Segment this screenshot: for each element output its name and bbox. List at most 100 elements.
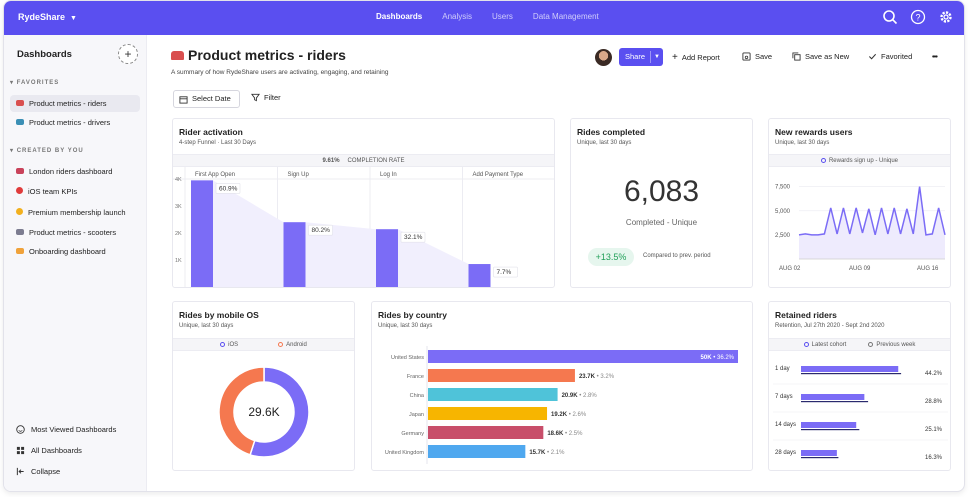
search-icon[interactable] xyxy=(882,9,898,25)
funnel-percent-label: 80.2% xyxy=(312,227,331,234)
latest-cohort-bar xyxy=(801,422,857,428)
country-value: 50K xyxy=(701,355,713,361)
funnel-percent-label: 60.9% xyxy=(219,185,238,192)
select-date-button[interactable]: Select Date xyxy=(173,90,240,108)
grid-icon xyxy=(16,446,25,455)
retention-period-label: 7 days xyxy=(775,394,793,400)
legend-dot-icon xyxy=(820,157,826,163)
card-rides-by-os[interactable]: Rides by mobile OS Unique, last 30 days … xyxy=(172,301,355,471)
legend-item-ios[interactable]: iOS xyxy=(220,341,238,348)
card-rides-by-country[interactable]: Rides by country Unique, last 30 days Un… xyxy=(371,301,753,471)
avatar[interactable] xyxy=(595,49,612,66)
y-tick-label: 1K xyxy=(175,258,182,264)
sidebar: Dashboards + ▾ FAVORITES Product metrics… xyxy=(4,35,147,491)
settings-icon[interactable] xyxy=(938,9,954,25)
sidebar-title: Dashboards xyxy=(17,49,72,60)
sidebar-item-ios[interactable]: iOS team KPIs xyxy=(10,183,140,200)
legend-item-latest[interactable]: Latest cohort xyxy=(803,341,846,348)
country-label: Japan xyxy=(409,412,424,418)
nav-users[interactable]: Users xyxy=(492,12,513,21)
chart-legend: iOS Android xyxy=(173,338,354,351)
save-as-new-button[interactable]: Save as New xyxy=(792,52,849,61)
scooter-icon xyxy=(16,229,24,235)
series-line xyxy=(798,186,946,236)
smiley-icon xyxy=(16,208,23,215)
country-bar xyxy=(428,445,526,458)
country-value: 15.7K xyxy=(529,450,546,456)
favorites-section-label: ▾ FAVORITES xyxy=(10,80,60,86)
nav-dashboards[interactable]: Dashboards xyxy=(376,12,423,21)
country-value-label: 50K • 36.2% xyxy=(701,355,735,361)
help-icon[interactable]: ? xyxy=(910,9,926,25)
collapse-link[interactable]: Collapse xyxy=(16,467,60,476)
country-label: United Kingdom xyxy=(385,450,425,456)
country-bar xyxy=(428,426,544,439)
x-tick-label: AUG 16 xyxy=(917,266,939,272)
x-tick-label: AUG 02 xyxy=(779,266,801,272)
country-bar xyxy=(428,407,548,420)
plus-icon: + xyxy=(672,52,678,63)
chevron-down-icon: ▼ xyxy=(654,54,660,60)
sidebar-item-london[interactable]: London riders dashboard xyxy=(10,163,140,180)
y-tick-label: 4K xyxy=(175,177,182,183)
filter-icon xyxy=(251,93,260,102)
retention-percent-label: 28.8% xyxy=(925,399,943,405)
card-retained-riders[interactable]: Retained riders Retention, Jul 27th 2020… xyxy=(768,301,951,471)
flag-icon xyxy=(16,168,24,174)
card-title: Rider activation xyxy=(179,127,243,137)
y-tick-label: 2K xyxy=(175,231,182,237)
funnel-step-label: First App Open xyxy=(195,172,235,178)
country-bar xyxy=(428,388,558,401)
car-icon xyxy=(16,100,24,106)
previous-week-bar xyxy=(801,457,839,459)
retention-percent-label: 25.1% xyxy=(925,427,943,433)
legend-item-android[interactable]: Android xyxy=(278,341,307,348)
add-dashboard-button[interactable]: + xyxy=(118,44,138,64)
retention-percent-label: 44.2% xyxy=(925,371,943,377)
favorited-button[interactable]: Favorited xyxy=(868,52,912,61)
country-bar xyxy=(428,369,575,382)
country-share: • 2.6% xyxy=(567,412,587,418)
country-label: France xyxy=(407,374,424,380)
funnel-label-box xyxy=(400,231,426,243)
sidebar-item-onboarding[interactable]: Onboarding dashboard xyxy=(10,243,140,260)
card-new-rewards-users[interactable]: New rewards users Unique, last 30 days R… xyxy=(768,118,951,288)
most-viewed-link[interactable]: Most Viewed Dashboards xyxy=(16,425,116,434)
all-dashboards-link[interactable]: All Dashboards xyxy=(16,446,82,455)
card-rider-activation[interactable]: Rider activation 4-step Funnel · Last 30… xyxy=(172,118,555,288)
filter-button[interactable]: Filter xyxy=(251,93,281,102)
card-subtitle: Retention, Jul 27th 2020 - Sept 2nd 2020 xyxy=(775,323,885,329)
save-button[interactable]: Save xyxy=(742,52,772,61)
share-button[interactable]: Share ▼ xyxy=(619,48,663,66)
card-title: New rewards users xyxy=(775,127,853,137)
os-donut-chart: 29.6K xyxy=(218,366,310,458)
add-report-button[interactable]: + Add Report xyxy=(672,52,720,63)
retention-percent-label: 16.3% xyxy=(925,455,943,461)
more-options-button[interactable]: ••• xyxy=(932,52,938,61)
card-subtitle: Unique, last 30 days xyxy=(378,323,433,329)
nav-analysis[interactable]: Analysis xyxy=(442,12,473,21)
rewards-line-chart: 7,500 5,000 2,500 AUG 02 AUG 09 AUG 16 xyxy=(775,185,946,272)
party-icon xyxy=(16,248,24,254)
sidebar-item-drivers[interactable]: Product metrics - drivers xyxy=(10,114,140,131)
retained-bar-chart: 1 day 44.2% 7 days 28.8% 14 days 25.1% 28 days… xyxy=(773,366,948,461)
nav-data-management[interactable]: Data Management xyxy=(532,12,599,21)
chevron-down-icon: ▼ xyxy=(70,15,77,22)
card-rides-completed[interactable]: Rides completed Unique, last 30 days 6,0… xyxy=(570,118,753,288)
legend-item[interactable]: Rewards sign up - Unique xyxy=(820,157,898,164)
country-label: Germany xyxy=(401,431,424,437)
sidebar-item-scooters[interactable]: Product metrics - scooters xyxy=(10,224,140,241)
retention-period-label: 28 days xyxy=(775,450,796,456)
country-value-label: 23.7K • 3.2% xyxy=(579,374,615,380)
sidebar-item-riders[interactable]: Product metrics - riders xyxy=(10,95,140,112)
main-content: Product metrics - riders A summary of ho… xyxy=(147,35,964,491)
funnel-chart: First App Open Sign Up Log In Add Payment T… xyxy=(173,167,554,287)
brand-switcher[interactable]: RydeShare ▼ xyxy=(18,12,77,22)
sidebar-item-premium[interactable]: Premium membership launch xyxy=(10,204,140,221)
country-value-label: 18.6K • 2.5% xyxy=(547,431,583,437)
retention-period-label: 14 days xyxy=(775,422,796,428)
legend-item-previous[interactable]: Previous week xyxy=(868,341,915,348)
y-tick-label: 7,500 xyxy=(775,185,791,191)
country-value: 20.9K xyxy=(562,393,579,399)
latest-cohort-bar xyxy=(801,366,899,372)
